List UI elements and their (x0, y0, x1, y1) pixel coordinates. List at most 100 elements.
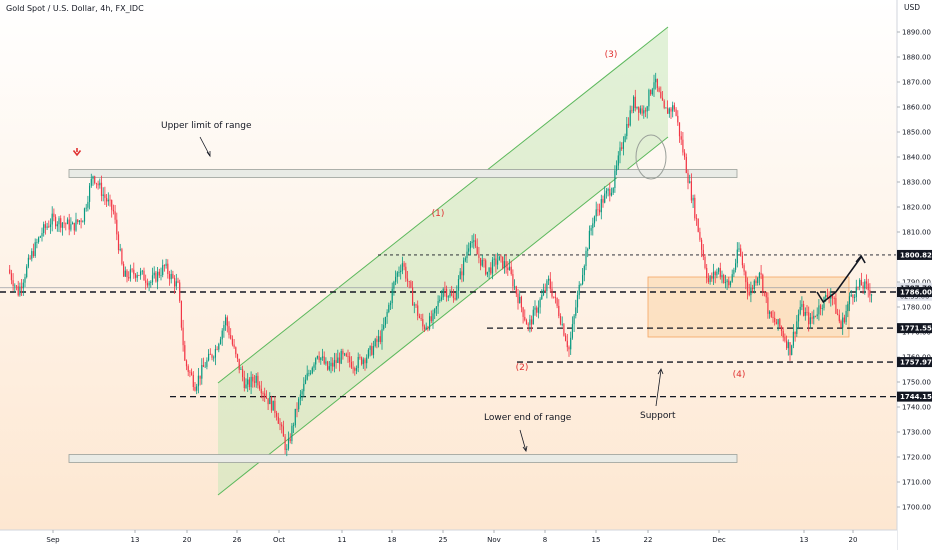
projection-path[interactable] (816, 256, 862, 304)
candle (820, 303, 822, 316)
candle-body (304, 379, 307, 384)
candle (72, 221, 74, 225)
candle (32, 243, 35, 258)
candle (55, 214, 57, 230)
currency-badge[interactable]: USD (904, 3, 921, 12)
candle-body (9, 269, 11, 274)
price-label-1800.82[interactable]: 1800.82 (897, 249, 932, 260)
candle-body (729, 281, 732, 286)
candle (585, 246, 587, 271)
candle (706, 264, 708, 284)
candle (75, 212, 77, 232)
candle (214, 344, 216, 366)
candle (384, 316, 386, 328)
candle (507, 261, 509, 276)
candle-body (48, 226, 50, 228)
candle (760, 265, 762, 280)
candle (614, 165, 616, 193)
candle-body (276, 412, 278, 417)
candle (243, 370, 245, 392)
candle-body (221, 330, 223, 340)
candle (199, 375, 201, 386)
candle-body (763, 291, 766, 293)
candle (60, 215, 62, 233)
candle (376, 335, 378, 349)
candle (311, 366, 313, 375)
candle-body (435, 306, 437, 309)
candle-body (565, 335, 567, 341)
candle (554, 292, 556, 304)
price-tick-label: 1840.00 (902, 154, 931, 162)
candle (787, 339, 789, 356)
price-label-1744.15[interactable]: 1744.15 (897, 391, 932, 402)
candle (177, 277, 179, 284)
candle (502, 256, 504, 270)
candle (386, 309, 388, 324)
candle-body (116, 219, 118, 235)
price-label-1786.00[interactable]: 1786.00 (897, 287, 932, 297)
upper-range-bar[interactable] (68, 169, 738, 178)
price-label-bg (897, 323, 932, 334)
candle-body (410, 281, 412, 288)
candle-body (457, 279, 460, 291)
candle (488, 267, 490, 279)
candle (219, 336, 222, 345)
candle (187, 364, 189, 377)
candle-body (393, 281, 395, 289)
channel-upper-line[interactable] (217, 26, 669, 384)
candle (835, 293, 837, 315)
candle (804, 307, 806, 321)
candle-body (41, 233, 43, 237)
price-label-1771.55[interactable]: 1771.55 (897, 323, 932, 334)
candle-body (777, 319, 779, 325)
candle-body (43, 224, 45, 234)
candle-body (561, 324, 563, 326)
candle (568, 345, 570, 357)
candle (46, 222, 48, 230)
candle-body (663, 100, 665, 108)
candle-body (240, 369, 242, 370)
candle (675, 107, 677, 117)
candle (634, 89, 636, 112)
candle (653, 74, 655, 97)
candle-body (386, 311, 388, 317)
candle (833, 296, 835, 305)
candle-body (417, 305, 419, 316)
candle (745, 270, 747, 290)
candle (631, 105, 633, 114)
candle (281, 422, 283, 434)
candle (498, 256, 500, 261)
consolidation-box[interactable] (647, 276, 850, 338)
candle-body (459, 271, 461, 280)
price-tick-label: 1890.00 (902, 29, 931, 37)
price-label-1757.97[interactable]: 1757.97 (897, 357, 932, 368)
candle (692, 194, 694, 208)
candle-body (593, 216, 596, 224)
candle-body (230, 335, 232, 339)
price-axis[interactable]: 1700.00 1710.00 1720.00 1730.00 1740.00 1750.… (896, 0, 932, 550)
candle-body (22, 282, 24, 289)
candle-body (100, 182, 103, 196)
candle-body (549, 278, 551, 289)
time-axis[interactable]: Sep 13 20 26 Oct 11 18 25 Nov 8 15 22 Dec 13 20 (0, 529, 897, 550)
candle-body (233, 344, 235, 348)
candle (255, 373, 257, 388)
candle (423, 324, 426, 333)
lower-range-bar[interactable] (68, 454, 738, 463)
candle (604, 186, 606, 204)
candle-body (121, 249, 123, 264)
candle (381, 324, 383, 350)
candle (746, 277, 749, 300)
breakout-circle[interactable] (635, 134, 667, 180)
candle (650, 89, 652, 96)
channel-lower-line[interactable] (217, 136, 669, 496)
candle (165, 258, 167, 269)
time-tick-label: Dec (712, 536, 726, 544)
candle (400, 264, 402, 280)
candle-body (796, 321, 798, 334)
candle (39, 235, 41, 238)
price-tick-label: 1740.00 (902, 404, 931, 412)
candle-body (760, 272, 762, 275)
